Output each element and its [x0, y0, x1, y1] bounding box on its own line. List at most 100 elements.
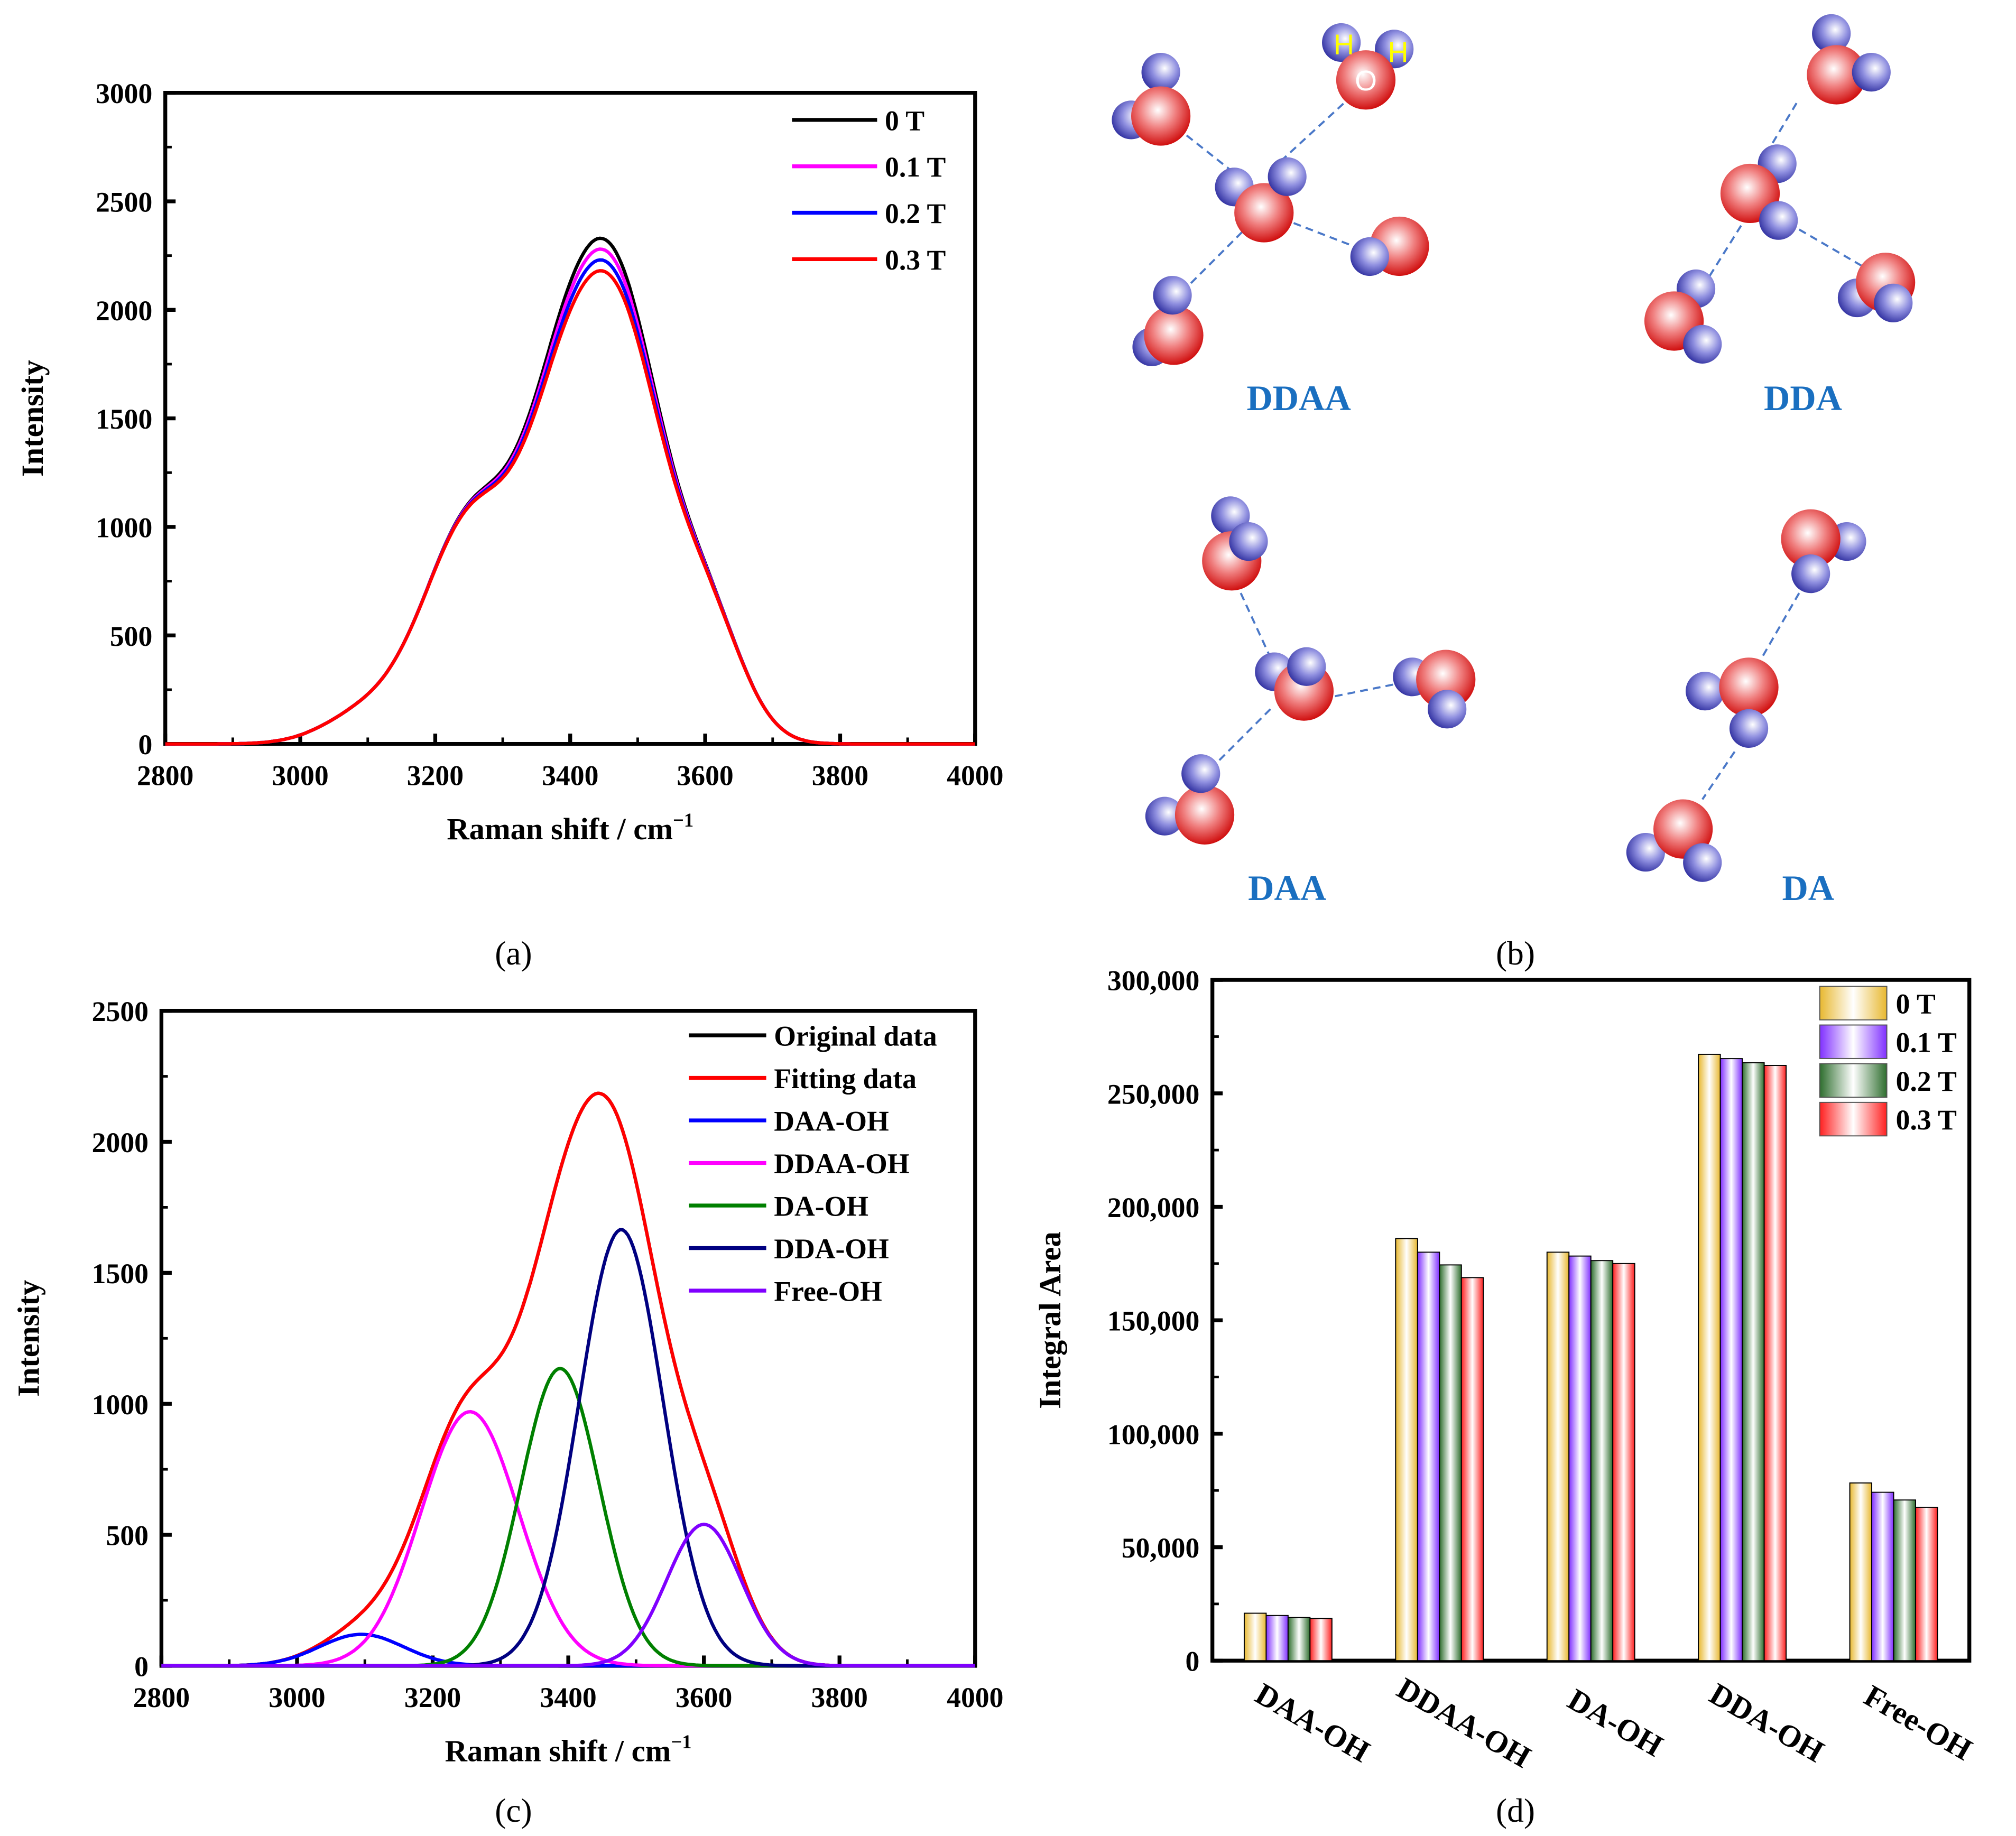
y-axis-title: Intensity	[15, 360, 50, 477]
y-tick-label: 100,000	[1107, 1418, 1199, 1450]
hydrogen-atom	[1145, 796, 1185, 836]
legend-label: DAA-OH	[774, 1106, 889, 1137]
x-tick-label: Free-OH	[1858, 1679, 1978, 1767]
y-tick-label: 0	[138, 729, 152, 761]
x-tick-label: 3400	[542, 760, 598, 792]
legend-label: 0 T	[885, 105, 924, 136]
hydrogen-bond	[1768, 103, 1798, 149]
legend-swatch	[1819, 1024, 1888, 1059]
legend-label: DDA-OH	[774, 1233, 889, 1265]
bar-0-3-T-ddaa-oh	[1460, 1277, 1484, 1662]
y-tick-label: 500	[110, 620, 152, 652]
y-tick-label: 50,000	[1122, 1532, 1200, 1564]
panel-label: (d)	[1496, 1792, 1535, 1829]
water-cluster-dda	[1644, 14, 1916, 364]
legend-label: 0.2 T	[1896, 1065, 1957, 1097]
hydrogen-atom	[1287, 647, 1326, 686]
structure-label: DAA	[1248, 868, 1326, 908]
structure-label: DA	[1782, 868, 1834, 908]
bar-0-3-T-free-oh	[1915, 1506, 1938, 1662]
panel-label: (c)	[495, 1792, 532, 1829]
x-tick-label: DDA-OH	[1704, 1676, 1829, 1769]
bar-0-3-T-daa-oh	[1309, 1618, 1333, 1662]
legend-swatch	[1819, 1063, 1888, 1098]
y-axis-title: Integral Area	[1033, 1231, 1067, 1409]
hydrogen-bond	[1798, 228, 1864, 268]
legend-swatch	[1819, 986, 1888, 1021]
x-axis-title-superscript: −1	[671, 1731, 691, 1752]
structure-label: DDAA	[1246, 378, 1351, 418]
oxygen-atom	[1781, 509, 1841, 569]
hydrogen-atom	[1428, 690, 1467, 729]
hydrogen-atom	[1874, 283, 1913, 322]
y-tick-label: 1000	[96, 512, 152, 544]
hydrogen-atom	[1759, 201, 1798, 240]
hydrogen-bond	[1186, 134, 1236, 175]
hydrogen-atom	[1229, 522, 1268, 561]
bar-0-2-T-free-oh	[1893, 1499, 1916, 1662]
legend-label: DA-OH	[774, 1191, 868, 1222]
oxygen-atom	[1807, 45, 1866, 105]
y-tick-label: 150,000	[1107, 1305, 1199, 1337]
bar-0-T-free-oh	[1849, 1482, 1873, 1662]
hydrogen-atom	[1791, 554, 1830, 594]
legend-label: Original data	[774, 1021, 937, 1052]
atom-label-h: H	[1388, 36, 1409, 68]
legend-label: 0.1 T	[885, 151, 946, 183]
x-axis-title: Raman shift / cm−1	[445, 1731, 692, 1768]
hydrogen-bond	[1212, 708, 1271, 768]
y-tick-label: 2500	[92, 996, 149, 1027]
x-tick-label: 3600	[677, 760, 733, 792]
x-tick-label: 3800	[811, 1682, 868, 1713]
series-line-0-3-t	[165, 269, 975, 746]
oxygen-atom	[1719, 657, 1779, 717]
series-line-da-oh	[161, 1367, 975, 1668]
x-tick-label: DA-OH	[1562, 1682, 1668, 1764]
bar-0-1-T-dda-oh	[1719, 1058, 1743, 1662]
x-tick-label: 2800	[137, 760, 193, 792]
x-tick-label: DAA-OH	[1250, 1676, 1375, 1769]
bar-0-2-T-da-oh	[1590, 1260, 1614, 1662]
legend-swatch	[1819, 1101, 1888, 1137]
x-axis-title-text: Raman shift / cm	[447, 812, 673, 846]
x-axis-title: Raman shift / cm−1	[447, 809, 693, 846]
hydrogen-bond	[1701, 751, 1736, 800]
hydrogen-atom	[1268, 157, 1307, 196]
x-tick-label: 3000	[269, 1682, 325, 1713]
x-tick-label: DDAA-OH	[1391, 1671, 1537, 1774]
x-axis-title-superscript: −1	[673, 809, 693, 831]
y-tick-label: 2000	[92, 1127, 149, 1158]
legend-label: 0.1 T	[1896, 1027, 1957, 1059]
hydrogen-atom	[1350, 237, 1389, 276]
bar-0-1-T-daa-oh	[1265, 1615, 1289, 1662]
series-line-0-1-t	[165, 247, 975, 746]
x-tick-label: 4000	[947, 760, 1003, 792]
structure-label: DDA	[1764, 378, 1842, 418]
legend-label: DDAA-OH	[774, 1148, 909, 1180]
hydrogen-atom	[1812, 14, 1851, 53]
legend-label: 0.3 T	[1896, 1104, 1957, 1136]
bar-0-3-T-da-oh	[1612, 1263, 1635, 1662]
y-tick-label: 1000	[92, 1389, 149, 1421]
oxygen-atom	[1234, 183, 1294, 243]
legend-label: 0.2 T	[885, 198, 946, 229]
bar-0-2-T-dda-oh	[1742, 1062, 1765, 1662]
y-tick-label: 250,000	[1107, 1078, 1199, 1110]
oxygen-atom	[1144, 305, 1204, 365]
hydrogen-atom	[1626, 832, 1665, 872]
legend-label: 0 T	[1896, 988, 1936, 1020]
bar-0-T-ddaa-oh	[1395, 1238, 1418, 1662]
panel-label: (a)	[495, 934, 532, 972]
hydrogen-bond	[1240, 592, 1272, 659]
legend-label: 0.3 T	[885, 244, 946, 276]
bar-0-T-daa-oh	[1243, 1612, 1267, 1662]
x-tick-label: 3800	[812, 760, 868, 792]
oxygen-atom	[1416, 650, 1476, 709]
y-tick-label: 2500	[96, 187, 152, 218]
oxygen-atom	[1131, 86, 1191, 146]
oxygen-atom	[1336, 50, 1396, 110]
x-tick-label: 3400	[540, 1682, 596, 1713]
water-cluster-ddaa	[1112, 23, 1429, 366]
x-tick-label: 3200	[407, 760, 464, 792]
